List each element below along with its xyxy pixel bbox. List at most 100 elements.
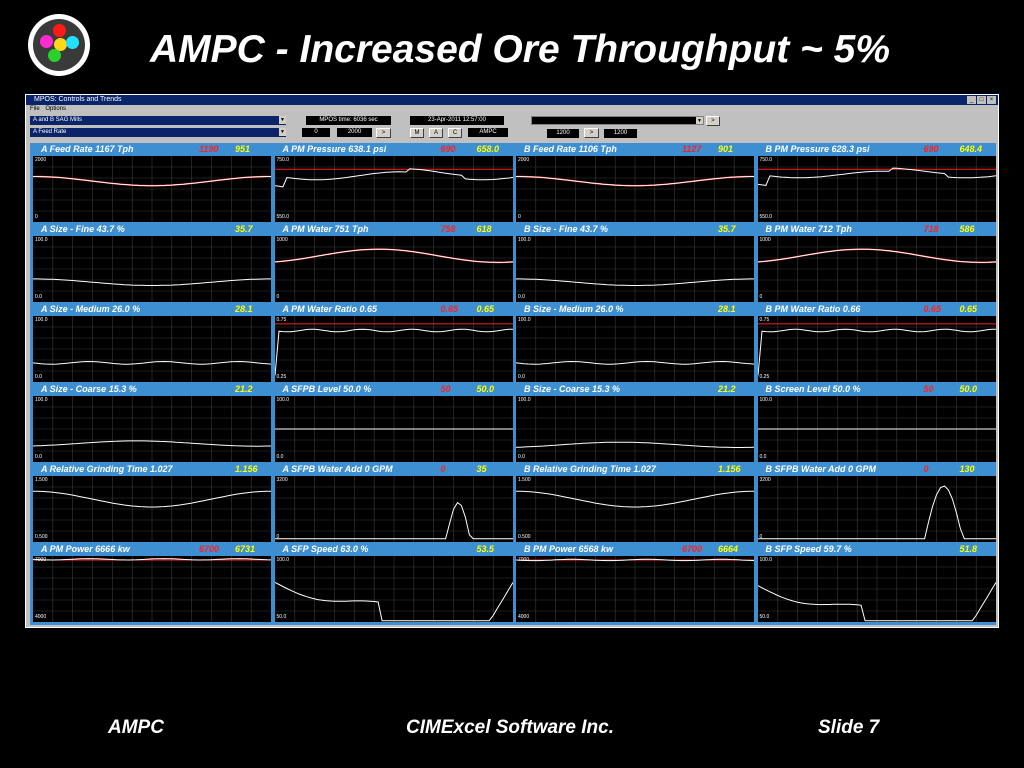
trend-panel[interactable]: A PM Pressure 638.1 psi 690 658.0 750.0 550.…: [273, 143, 514, 222]
trend-plot[interactable]: 100.0 0.0: [33, 236, 271, 302]
trend-panel[interactable]: A SFPB Water Add 0 GPM 0 35 3200 0: [273, 463, 514, 542]
trend-line: [757, 485, 996, 540]
axis-top-label: 100.0: [518, 317, 531, 323]
trend-panel[interactable]: A SFP Speed 63.0 % 53.5 100.0 50.0: [273, 543, 514, 622]
trend-plot[interactable]: 100.0 0.0: [516, 396, 754, 462]
trend-panel[interactable]: B Feed Rate 1106 Tph 1127 901 2000 0: [514, 143, 755, 222]
range-apply-button[interactable]: >: [376, 128, 391, 138]
mode-cascade-button[interactable]: C: [448, 128, 462, 138]
mill-select[interactable]: A and B SAG Mills ▼: [30, 116, 286, 125]
axis-top-label: 1000: [276, 237, 288, 243]
trend-plot[interactable]: 1000 0: [757, 236, 996, 302]
trend-plot[interactable]: 7000 4000: [516, 556, 754, 622]
trend-grid: A Feed Rate 1167 Tph 1190 951 2000 0 A PM Pre…: [30, 143, 996, 625]
axis-top-label: 7000: [35, 557, 47, 563]
trend-plot[interactable]: 750.0 550.0: [274, 156, 513, 222]
trend-panel[interactable]: B SFPB Water Add 0 GPM 0 130 3200 0: [756, 463, 997, 542]
trend-panel[interactable]: A Feed Rate 1167 Tph 1190 951 2000 0: [31, 143, 272, 222]
right-value-a[interactable]: 1200: [547, 129, 579, 138]
axis-bottom-label: 50.0: [759, 614, 770, 620]
chevron-down-icon[interactable]: ▼: [279, 128, 286, 136]
trend-panel-header: B SFPB Water Add 0 GPM 0 130: [756, 463, 997, 475]
tag-select[interactable]: ▼: [531, 116, 704, 125]
trend-panel[interactable]: A PM Water Ratio 0.65 0.65 0.65 0.75 0.25: [273, 303, 514, 382]
trend-panel[interactable]: B Relative Grinding Time 1.027 1.156 1.500…: [514, 463, 755, 542]
trend-plot[interactable]: 1.500 0.500: [516, 476, 754, 542]
trend-plot[interactable]: 3200 0: [757, 476, 996, 542]
tag-go-button[interactable]: >: [706, 116, 720, 126]
trend-panel[interactable]: B Screen Level 50.0 % 50 50.0 100.0 0.0: [756, 383, 997, 462]
trend-plot[interactable]: 1000 0: [274, 236, 513, 302]
trend-panel[interactable]: B Size - Fine 43.7 % 35.7 100.0 0.0: [514, 223, 755, 302]
mode-manual-button[interactable]: M: [410, 128, 424, 138]
trend-plot[interactable]: 100.0 0.0: [516, 236, 754, 302]
trend-plot[interactable]: 2000 0: [516, 156, 754, 222]
trend-panel[interactable]: B PM Water 712 Tph 718 586 1000 0: [756, 223, 997, 302]
maximize-button[interactable]: □: [977, 96, 986, 104]
trend-plot[interactable]: 0.75 0.25: [757, 316, 996, 382]
range-min-field[interactable]: 0: [302, 128, 330, 137]
window-titlebar[interactable]: MPOS: Controls and Trends _ □ ×: [26, 95, 998, 105]
axis-bottom-label: 0.0: [518, 374, 525, 380]
right-apply-button[interactable]: >: [584, 128, 599, 138]
minimize-button[interactable]: _: [967, 96, 976, 104]
trend-panel[interactable]: A Relative Grinding Time 1.027 1.156 1.500…: [31, 463, 272, 542]
trend-plot[interactable]: 100.0 0.0: [516, 316, 754, 382]
trend-title: A PM Pressure 638.1 psi: [282, 144, 387, 154]
trend-panel[interactable]: A SFPB Level 50.0 % 50 50.0 100.0 0.0: [273, 383, 514, 462]
trend-panel[interactable]: B PM Power 6568 kw 6700 6664 7000 4000: [514, 543, 755, 622]
trend-panel[interactable]: B Size - Medium 26.0 % 28.1 100.0 0.0: [514, 303, 755, 382]
trend-panel[interactable]: B PM Water Ratio 0.66 0.65 0.65 0.75 0.25: [756, 303, 997, 382]
close-button[interactable]: ×: [987, 96, 996, 104]
trend-title: A Size - Fine 43.7 %: [41, 224, 125, 234]
trend-panel-header: A PM Water Ratio 0.65 0.65 0.65: [273, 303, 514, 315]
trend-panel[interactable]: A PM Power 6666 kw 6700 6731 7000 4000: [31, 543, 272, 622]
trend-title: B SFP Speed 59.7 %: [765, 544, 852, 554]
mode-auto-button[interactable]: A: [429, 128, 443, 138]
axis-top-label: 1.500: [518, 477, 531, 483]
trend-plot[interactable]: 100.0 0.0: [757, 396, 996, 462]
trend-title: B Size - Coarse 15.3 %: [524, 384, 621, 394]
chevron-down-icon[interactable]: ▼: [279, 116, 286, 124]
trend-panel-header: A SFP Speed 63.0 % 53.5: [273, 543, 514, 555]
trend-line: [33, 440, 271, 447]
chevron-down-icon[interactable]: ▼: [696, 117, 703, 124]
trend-plot[interactable]: 7000 4000: [33, 556, 271, 622]
trend-select-value: A Feed Rate: [33, 129, 67, 135]
trend-plot[interactable]: 100.0 0.0: [33, 396, 271, 462]
trend-panel[interactable]: B PM Pressure 628.3 psi 690 648.4 750.0 550.…: [756, 143, 997, 222]
trend-plot[interactable]: 0.75 0.25: [274, 316, 513, 382]
trend-select[interactable]: A Feed Rate ▼: [30, 128, 286, 137]
trend-panel[interactable]: B Size - Coarse 15.3 % 21.2 100.0 0.0: [514, 383, 755, 462]
trend-line: [33, 490, 271, 508]
trend-panel-header: B Feed Rate 1106 Tph 1127 901: [514, 143, 755, 155]
trend-title: A PM Water 751 Tph: [282, 224, 369, 234]
trend-panel-header: B PM Power 6568 kw 6700 6664: [514, 543, 755, 555]
trend-plot[interactable]: 100.0 50.0: [274, 556, 513, 622]
trend-plot[interactable]: 3200 0: [274, 476, 513, 542]
range-max-field[interactable]: 2000: [337, 128, 372, 137]
trend-plot[interactable]: 750.0 550.0: [757, 156, 996, 222]
trend-panel[interactable]: A PM Water 751 Tph 758 618 1000 0: [273, 223, 514, 302]
menu-file[interactable]: File: [30, 106, 40, 112]
trend-panel[interactable]: A Size - Coarse 15.3 % 21.2 100.0 0.0: [31, 383, 272, 462]
trend-plot[interactable]: 100.0 0.0: [33, 316, 271, 382]
trend-panel[interactable]: A Size - Medium 26.0 % 28.1 100.0 0.0: [31, 303, 272, 382]
trend-line: [516, 176, 754, 187]
setpoint-value: 0: [440, 464, 446, 474]
trend-plot[interactable]: 1.500 0.500: [33, 476, 271, 542]
trend-plot[interactable]: 2000 0: [33, 156, 271, 222]
trend-plot[interactable]: 100.0 0.0: [274, 396, 513, 462]
process-value: 35.7: [235, 224, 253, 234]
trend-line: [516, 278, 754, 286]
trend-line: [33, 176, 271, 187]
trend-title: A SFPB Level 50.0 %: [282, 384, 372, 394]
trend-panel[interactable]: A Size - Fine 43.7 % 35.7 100.0 0.0: [31, 223, 272, 302]
trend-panel[interactable]: B SFP Speed 59.7 % 51.8 100.0 50.0: [756, 543, 997, 622]
mpos-time: MPOS time: 6036 sec: [306, 116, 391, 125]
footer-left: AMPC: [108, 717, 164, 738]
trend-plot[interactable]: 100.0 50.0: [757, 556, 996, 622]
axis-bottom-label: 0: [759, 294, 763, 300]
axis-top-label: 1000: [759, 237, 771, 243]
menu-options[interactable]: Options: [45, 106, 67, 112]
